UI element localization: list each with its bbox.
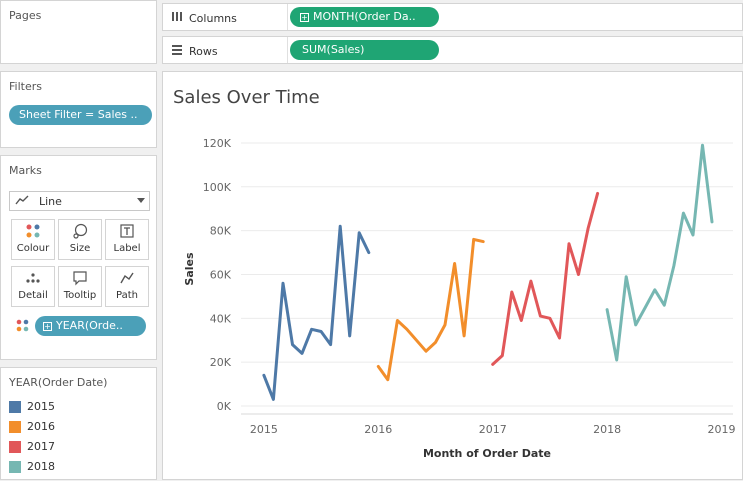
y-tick-label: 120K bbox=[203, 137, 232, 150]
legend-swatch bbox=[9, 440, 21, 453]
size-icon bbox=[59, 223, 101, 243]
legend-card: YEAR(Order Date) 2015 2016 2017 2018 bbox=[0, 367, 157, 480]
x-tick-label: 2019 bbox=[708, 423, 736, 436]
path-icon bbox=[106, 270, 148, 290]
mark-type-dropdown[interactable]: Line bbox=[9, 191, 150, 211]
colour-button[interactable]: Colour bbox=[11, 219, 55, 260]
sales-line-chart[interactable]: 0K 20K 40K 60K 80K 100K 120K 2015 2016 2017 2018 20… bbox=[163, 72, 743, 481]
columns-icon bbox=[171, 11, 183, 25]
series-line-2015 bbox=[262, 224, 371, 401]
x-tick-label: 2015 bbox=[250, 423, 278, 436]
tooltip-button[interactable]: Tooltip bbox=[58, 266, 102, 307]
x-tick-label: 2016 bbox=[364, 423, 392, 436]
legend-item[interactable]: 2018 bbox=[9, 460, 55, 473]
filters-title: Filters bbox=[9, 80, 42, 93]
size-button[interactable]: Size bbox=[58, 219, 102, 260]
plus-box-icon: + bbox=[300, 12, 309, 22]
y-axis-title: Sales bbox=[183, 252, 196, 286]
series-line-2016 bbox=[376, 237, 485, 382]
year-colour-pill[interactable]: + YEAR(Orde.. bbox=[35, 316, 146, 336]
columns-label: Columns bbox=[189, 11, 237, 25]
filters-card: Filters Sheet Filter = Sales .. bbox=[0, 71, 157, 148]
y-tick-label: 20K bbox=[210, 356, 232, 369]
y-tick-label: 60K bbox=[210, 268, 232, 281]
x-tick-label: 2017 bbox=[479, 423, 507, 436]
rows-shelf-label: Rows bbox=[171, 44, 218, 58]
sum-sales-pill[interactable]: SUM(Sales) bbox=[290, 40, 439, 60]
rows-icon bbox=[171, 44, 183, 58]
pages-title: Pages bbox=[9, 9, 42, 22]
legend-item-label: 2018 bbox=[27, 460, 55, 473]
label-button[interactable]: Label bbox=[105, 219, 149, 260]
chart-title: Sales Over Time bbox=[173, 87, 320, 108]
y-tick-label: 40K bbox=[210, 312, 232, 325]
shelf-divider bbox=[287, 4, 288, 30]
detail-icon bbox=[12, 270, 54, 290]
rows-label: Rows bbox=[189, 44, 218, 58]
rows-shelf[interactable]: Rows SUM(Sales) bbox=[162, 36, 743, 64]
detail-button[interactable]: Detail bbox=[11, 266, 55, 307]
legend-swatch bbox=[9, 420, 21, 433]
legend-item[interactable]: 2016 bbox=[9, 420, 55, 433]
y-tick-label: 80K bbox=[210, 225, 232, 238]
marks-title: Marks bbox=[9, 164, 42, 177]
colour-dots-icon bbox=[16, 319, 30, 336]
label-button-label: Label bbox=[113, 243, 141, 254]
colour-icon bbox=[12, 223, 54, 243]
month-order-date-pill-label: MONTH(Order Da.. bbox=[313, 10, 416, 23]
tooltip-icon bbox=[59, 270, 101, 290]
marks-card: Marks Line Colour Size Label Detail bbox=[0, 155, 157, 360]
path-button-label: Path bbox=[116, 290, 138, 301]
legend-swatch bbox=[9, 460, 21, 473]
sheet-filter-pill[interactable]: Sheet Filter = Sales .. bbox=[9, 105, 152, 125]
legend-item-label: 2015 bbox=[27, 400, 55, 413]
columns-shelf-label: Columns bbox=[171, 11, 237, 25]
columns-shelf[interactable]: Columns + MONTH(Order Da.. bbox=[162, 3, 743, 31]
month-order-date-pill[interactable]: + MONTH(Order Da.. bbox=[290, 7, 439, 27]
view-panel: Sales Over Time 0K 20K 40K 60K 80K 100K 120K 20… bbox=[162, 71, 743, 480]
year-colour-pill-label: YEAR(Orde.. bbox=[56, 319, 123, 332]
line-icon bbox=[15, 193, 29, 210]
series-line-2018 bbox=[605, 143, 714, 362]
shelf-divider bbox=[287, 37, 288, 63]
size-button-label: Size bbox=[69, 243, 91, 254]
chevron-down-icon bbox=[137, 198, 145, 203]
mark-type-label: Line bbox=[39, 195, 62, 208]
series-line-2017 bbox=[491, 191, 600, 366]
y-tick-label: 0K bbox=[217, 400, 232, 413]
tooltip-button-label: Tooltip bbox=[63, 290, 97, 301]
legend-item[interactable]: 2015 bbox=[9, 400, 55, 413]
path-button[interactable]: Path bbox=[105, 266, 149, 307]
colour-button-label: Colour bbox=[16, 243, 50, 254]
y-tick-label: 100K bbox=[203, 181, 232, 194]
plus-box-icon: + bbox=[43, 321, 52, 331]
legend-item-label: 2017 bbox=[27, 440, 55, 453]
x-tick-label: 2018 bbox=[593, 423, 621, 436]
label-icon bbox=[106, 223, 148, 243]
legend-swatch bbox=[9, 400, 21, 413]
x-axis-title: Month of Order Date bbox=[423, 447, 551, 460]
legend-item[interactable]: 2017 bbox=[9, 440, 55, 453]
legend-title: YEAR(Order Date) bbox=[9, 376, 108, 389]
pages-card: Pages bbox=[0, 0, 157, 64]
detail-button-label: Detail bbox=[18, 290, 48, 301]
legend-item-label: 2016 bbox=[27, 420, 55, 433]
